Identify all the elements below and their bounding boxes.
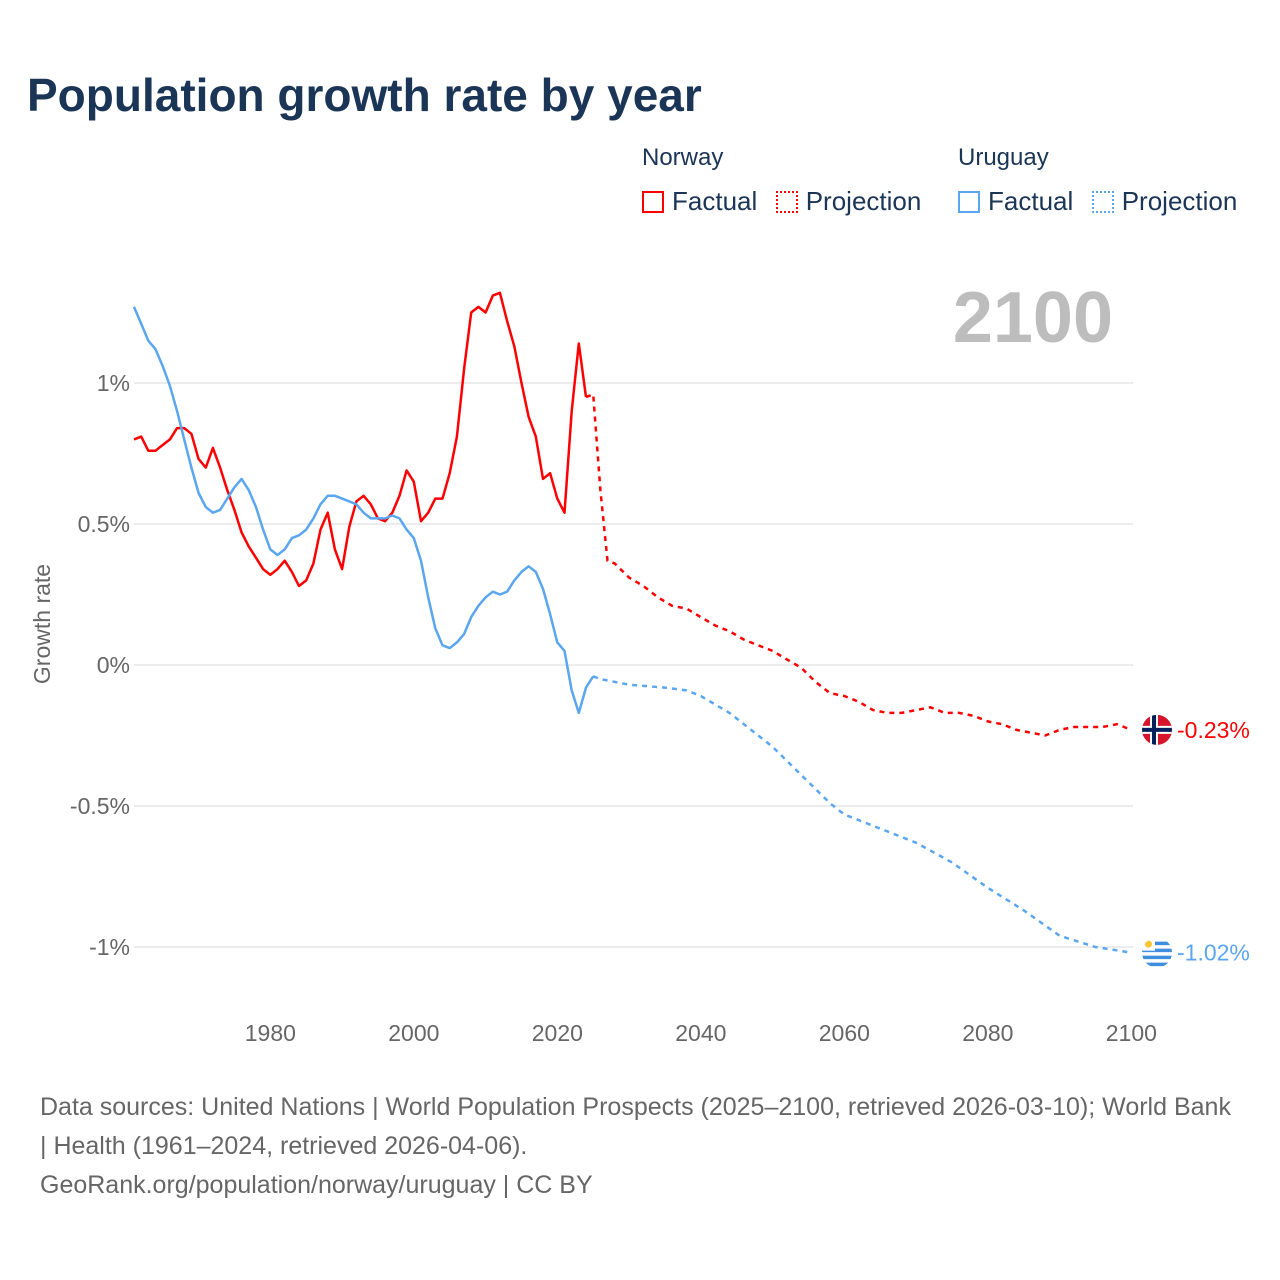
y-tick-label: -1%	[89, 934, 130, 960]
legend-swatch-solid	[958, 190, 980, 213]
norway-flag-icon	[1142, 714, 1172, 745]
legend-uruguay-name: Uruguay	[958, 144, 1049, 171]
credit-link[interactable]: GeoRank.org/population/norway/uruguay | …	[40, 1171, 593, 1199]
norway-factual-line	[133, 291, 588, 588]
legend-uruguay-projection[interactable]: Projection	[1091, 186, 1238, 217]
x-tick-label: 2100	[1106, 1020, 1157, 1046]
y-tick-label: 1%	[97, 370, 130, 396]
y-tick-label: 0.5%	[78, 511, 130, 537]
data-sources: Data sources: United Nations | World Pop…	[40, 1093, 1231, 1160]
x-tick-label: 1980	[245, 1020, 296, 1046]
footer: Data sources: United Nations | World Pop…	[40, 1088, 1240, 1205]
norway-projection-line	[585, 392, 1132, 737]
x-tick-label: 2040	[675, 1020, 726, 1046]
uruguay-flag-icon	[1142, 937, 1172, 968]
uruguay-factual-line	[132, 306, 595, 715]
x-tick-label: 2020	[532, 1020, 583, 1046]
y-tick-label: 0%	[97, 652, 130, 678]
legend-swatch-dotted	[1091, 190, 1114, 213]
legend-swatch-solid	[642, 190, 664, 213]
legend-label: Factual	[672, 186, 758, 216]
y-axis-label: Growth rate	[29, 564, 55, 684]
legend-label: Factual	[988, 186, 1074, 216]
x-tick-label: 2060	[819, 1020, 870, 1046]
legend-norway-projection[interactable]: Projection	[775, 186, 922, 217]
norway-end-label: -0.23%	[1177, 717, 1250, 743]
uruguay-projection-line	[592, 675, 1132, 954]
legend-norway-factual[interactable]: Factual	[642, 186, 757, 217]
year-label: 2100	[953, 278, 1113, 358]
chart-title: Population growth rate by year	[27, 69, 702, 121]
legend-norway: Norway Factual Projection	[642, 144, 935, 218]
y-tick-label: -0.5%	[70, 793, 130, 819]
x-tick-label: 2000	[388, 1020, 439, 1046]
legend-norway-name: Norway	[642, 144, 724, 171]
legend-swatch-dotted	[775, 190, 798, 213]
uruguay-end-label: -1.02%	[1177, 940, 1250, 966]
legend-label: Projection	[805, 186, 922, 216]
legend-label: Projection	[1121, 186, 1238, 216]
legend-uruguay-factual[interactable]: Factual	[958, 186, 1073, 217]
legend-uruguay: Uruguay Factual Projection	[958, 144, 1251, 218]
x-tick-label: 2080	[962, 1020, 1013, 1046]
